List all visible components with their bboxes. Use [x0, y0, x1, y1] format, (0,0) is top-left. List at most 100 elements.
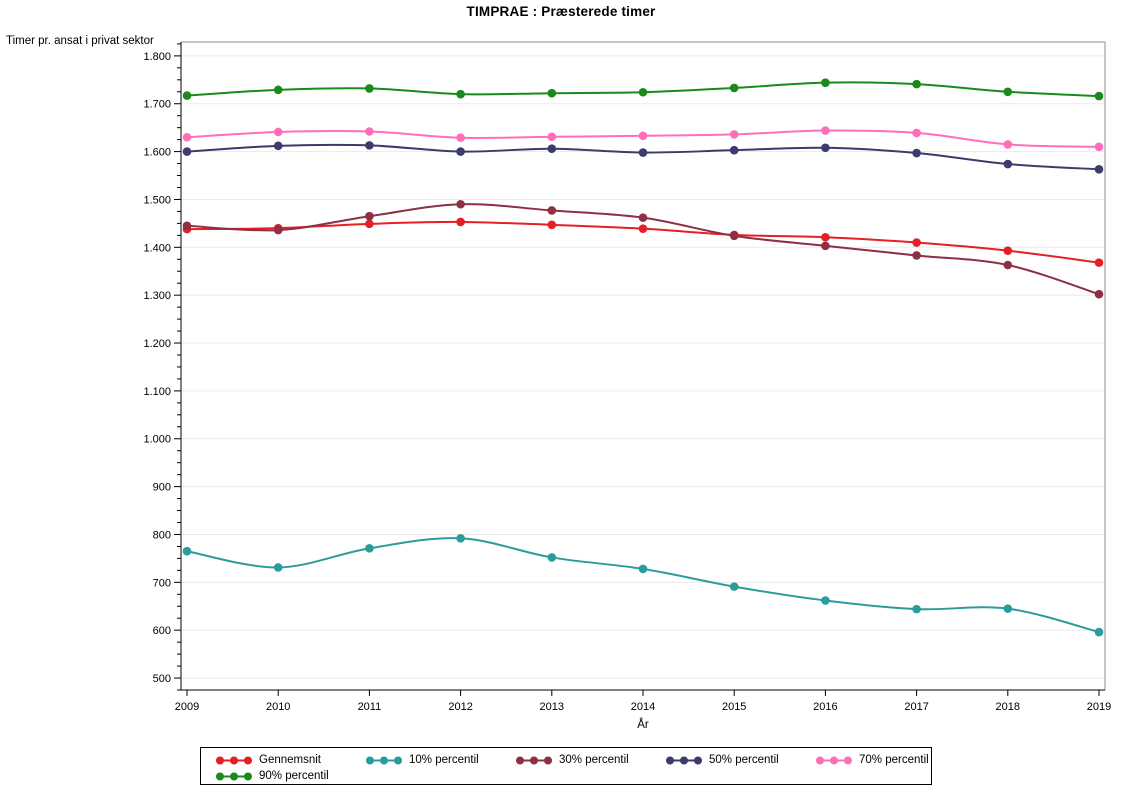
data-point-30-percentil: [456, 199, 465, 209]
x-tick-label: 2011: [358, 701, 382, 713]
data-point-70-percentil: [456, 133, 465, 143]
data-point-gennemsnit: [365, 219, 374, 229]
x-tick-label: 2009: [175, 701, 199, 713]
data-point-70-percentil: [1094, 142, 1104, 152]
legend-label: 10% percentil: [409, 754, 479, 766]
y-tick-label: 900: [153, 482, 171, 494]
data-point-70-percentil: [912, 128, 921, 138]
data-point-30-percentil: [182, 221, 192, 231]
legend-item-70-percentil: 70% percentil: [814, 753, 929, 767]
legend-item-90-percentil: 90% percentil: [214, 769, 329, 783]
data-point-90-percentil: [365, 84, 374, 93]
legend-box: Gennemsnit 10% percentil 30% percentil 50% …: [200, 747, 932, 785]
y-tick-label: 1.200: [143, 338, 171, 350]
data-point-50-percentil: [729, 145, 739, 155]
data-point-gennemsnit: [456, 217, 465, 227]
y-tick-label: 1.600: [143, 147, 171, 159]
data-point-10-percentil: [1094, 627, 1104, 637]
y-tick-label: 1.000: [143, 434, 171, 446]
legend-item-50-percentil: 50% percentil: [664, 753, 779, 767]
data-point-90-percentil: [547, 88, 557, 98]
data-point-50-percentil: [456, 147, 465, 156]
data-point-gennemsnit: [1003, 246, 1013, 255]
data-point-90-percentil: [182, 91, 192, 100]
legend-marker-icon: [516, 756, 552, 764]
data-point-90-percentil: [273, 85, 283, 95]
data-point-30-percentil: [365, 211, 374, 221]
x-axis-title: År: [637, 719, 649, 731]
data-point-30-percentil: [912, 251, 921, 260]
data-point-90-percentil: [456, 89, 465, 99]
data-point-50-percentil: [1003, 159, 1013, 169]
legend-marker-icon: [816, 756, 852, 764]
data-point-70-percentil: [547, 132, 557, 142]
x-tick-label: 2017: [904, 701, 928, 713]
data-point-gennemsnit: [912, 238, 921, 247]
x-tick-label: 2010: [266, 701, 290, 713]
x-tick-label: 2012: [448, 701, 472, 713]
data-point-90-percentil: [912, 79, 921, 89]
data-point-70-percentil: [821, 126, 830, 135]
data-point-30-percentil: [729, 231, 739, 241]
data-point-50-percentil: [182, 147, 192, 156]
data-point-70-percentil: [182, 132, 192, 142]
legend-marker-icon: [666, 756, 702, 764]
series-line-10-percentil: [186, 537, 1100, 634]
legend-item-30-percentil: 30% percentil: [514, 753, 629, 767]
legend-label: 30% percentil: [559, 754, 629, 766]
legend-label: Gennemsnit: [259, 754, 322, 766]
data-point-30-percentil: [547, 206, 557, 215]
data-point-gennemsnit: [821, 232, 830, 242]
data-point-50-percentil: [365, 141, 374, 150]
data-point-gennemsnit: [638, 224, 648, 233]
data-point-gennemsnit: [1094, 258, 1104, 267]
data-point-70-percentil: [1003, 140, 1013, 149]
data-point-50-percentil: [821, 143, 830, 153]
data-point-30-percentil: [638, 213, 648, 222]
data-point-10-percentil: [456, 533, 465, 543]
y-tick-label: 1.100: [143, 386, 171, 398]
data-point-90-percentil: [1003, 87, 1013, 97]
data-point-70-percentil: [273, 127, 283, 137]
data-point-10-percentil: [729, 582, 739, 591]
y-tick-label: 1.800: [143, 51, 171, 63]
y-tick-label: 1.700: [143, 99, 171, 111]
y-tick-label: 600: [153, 625, 171, 637]
data-point-90-percentil: [638, 87, 648, 97]
x-tick-label: 2016: [813, 701, 837, 713]
data-point-30-percentil: [821, 241, 830, 251]
chart-canvas: 500 600 700 800 900 1.000 1.100 1.200 1.300 1.400…: [143, 41, 1111, 713]
legend-label: 70% percentil: [859, 754, 929, 766]
data-point-30-percentil: [1094, 289, 1104, 299]
data-point-10-percentil: [638, 564, 648, 574]
x-tick-label: 2015: [722, 701, 746, 713]
data-point-10-percentil: [182, 546, 192, 556]
data-point-50-percentil: [638, 148, 648, 157]
data-point-90-percentil: [1094, 91, 1104, 101]
x-tick-label: 2018: [996, 701, 1020, 713]
legend-marker-icon: [366, 756, 402, 764]
data-point-30-percentil: [273, 225, 283, 235]
y-tick-label: 700: [153, 577, 171, 589]
data-point-50-percentil: [1094, 165, 1104, 174]
legend-marker-icon: [216, 756, 252, 764]
data-point-70-percentil: [729, 130, 739, 139]
x-tick-label: 2013: [540, 701, 564, 713]
y-tick-label: 1.400: [143, 242, 171, 254]
data-point-50-percentil: [547, 144, 557, 154]
legend-item-gennemsnit: Gennemsnit: [214, 753, 321, 767]
data-point-90-percentil: [729, 83, 739, 93]
data-point-gennemsnit: [547, 220, 557, 230]
legend-label: 50% percentil: [709, 754, 779, 766]
x-tick-label: 2019: [1087, 701, 1111, 713]
data-point-10-percentil: [912, 604, 921, 614]
legend-marker-icon: [216, 772, 252, 780]
x-tick-label: 2014: [631, 701, 655, 713]
y-tick-label: 800: [153, 529, 171, 541]
data-point-50-percentil: [912, 148, 921, 158]
data-point-90-percentil: [821, 78, 830, 87]
data-point-30-percentil: [1003, 260, 1013, 270]
data-point-10-percentil: [273, 563, 283, 572]
data-point-50-percentil: [273, 141, 283, 151]
